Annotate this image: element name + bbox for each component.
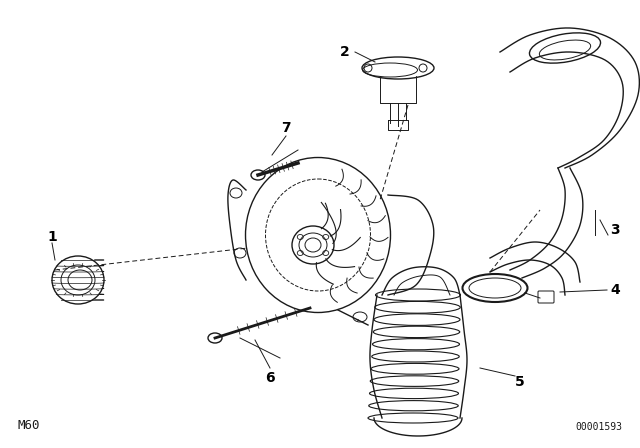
Text: 00001593: 00001593 [575, 422, 622, 432]
Text: 3: 3 [610, 223, 620, 237]
Text: M60: M60 [18, 419, 40, 432]
Text: 1: 1 [47, 230, 57, 244]
Text: 6: 6 [265, 371, 275, 385]
Ellipse shape [208, 333, 222, 343]
Text: 4: 4 [610, 283, 620, 297]
Ellipse shape [251, 170, 265, 180]
Text: 7: 7 [281, 121, 291, 135]
FancyBboxPatch shape [538, 291, 554, 303]
Text: 2: 2 [340, 45, 350, 59]
Text: 5: 5 [515, 375, 525, 389]
